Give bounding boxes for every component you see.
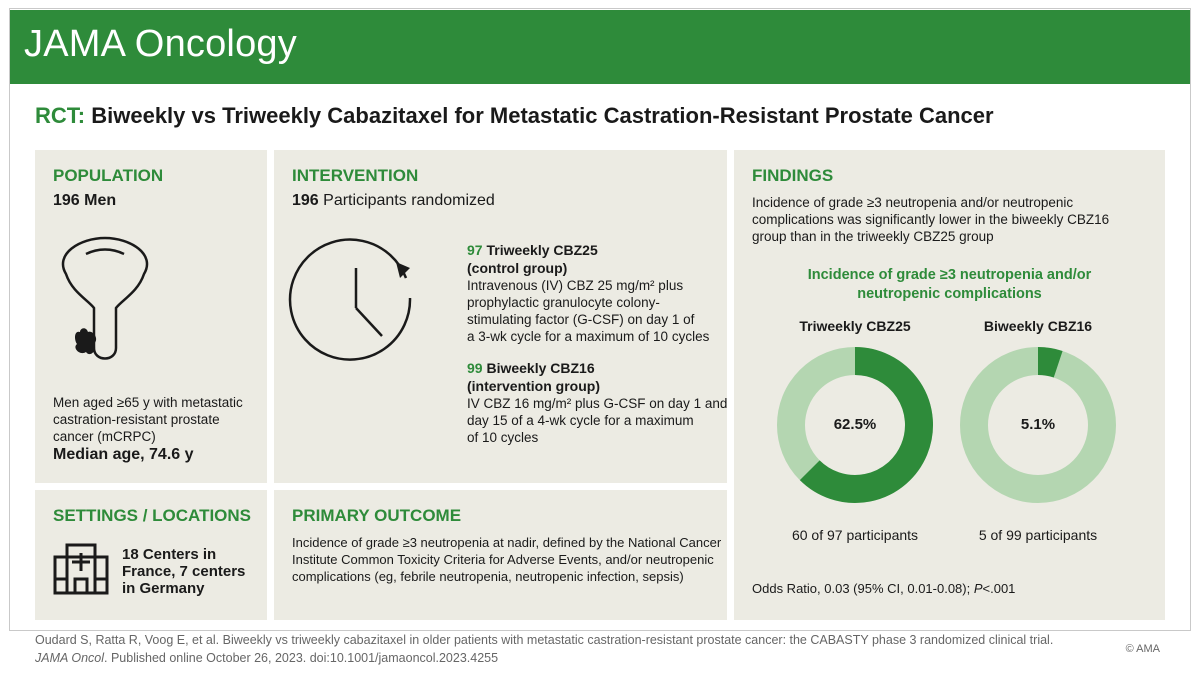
infographic-frame — [9, 8, 1191, 631]
settings-panel — [35, 490, 267, 620]
donut-2-value-label: 5.1% — [1020, 416, 1056, 433]
journal-title: JAMA Oncology — [24, 23, 297, 65]
citation-line-2: JAMA Oncol. Published online October 26,… — [35, 651, 499, 665]
findings-summary: Incidence of grade ≥3 neutropenia and/or… — [752, 195, 1110, 244]
group1-sub: (control group) — [467, 260, 568, 276]
intervention-panel — [274, 150, 727, 483]
hospital-icon — [53, 543, 109, 595]
donut-2-name: Biweekly CBZ16 — [983, 318, 1093, 334]
journal-header: JAMA Oncology — [10, 10, 1190, 84]
population-panel — [35, 150, 267, 483]
population-heading: POPULATION — [53, 166, 164, 185]
prostate-icon — [61, 236, 149, 360]
donut-chart-biweekly — [960, 347, 1116, 503]
citation-line-1: Oudard S, Ratta R, Voog E, et al. Biweek… — [35, 633, 1054, 647]
outcome-description: Incidence of grade ≥3 neutropenia at nad… — [292, 535, 722, 584]
donut-1-name: Triweekly CBZ25 — [799, 318, 911, 334]
findings-heading: FINDINGS — [752, 166, 834, 185]
group1-description: Intravenous (IV) CBZ 25 mg/m² plus proph… — [467, 278, 710, 344]
outcome-heading: PRIMARY OUTCOME — [292, 506, 462, 525]
group1-count: 97 — [467, 242, 483, 258]
donut-chart-triweekly — [777, 347, 933, 503]
page-title: RCT: Biweekly vs Triweekly Cabazitaxel f… — [35, 103, 994, 129]
title-text: Biweekly vs Triweekly Cabazitaxel for Me… — [91, 103, 994, 128]
donut-value-slice — [799, 347, 933, 503]
donut-1-value-label: 62.5% — [833, 416, 877, 433]
donut-2-caption: 5 of 99 participants — [978, 527, 1098, 543]
group2-sub: (intervention group) — [467, 378, 600, 394]
population-description: Men aged ≥65 y with metastatic castratio… — [53, 395, 243, 444]
donut-1-caption: 60 of 97 participants — [791, 527, 919, 543]
group2-count: 99 — [467, 360, 483, 376]
group2-description: IV CBZ 16 mg/m² plus G-CSF on day 1 and … — [467, 396, 728, 445]
randomized-label: Participants randomized — [323, 192, 495, 209]
intervention-heading: INTERVENTION — [292, 166, 419, 185]
clock-icon — [288, 238, 412, 361]
group2-name: 99 Biweekly CBZ16 — [467, 360, 595, 376]
copyright: © AMA — [1125, 643, 1160, 655]
group1-name: 97 Triweekly CBZ25 — [467, 242, 598, 258]
population-count: 196 Men — [53, 192, 117, 209]
population-median-age: Median age, 74.6 y — [53, 446, 194, 463]
title-prefix: RCT: — [35, 103, 86, 128]
randomized-count: 196 — [292, 192, 319, 209]
donut-value-slice — [1037, 347, 1063, 378]
settings-heading: SETTINGS / LOCATIONS — [53, 506, 252, 525]
outcome-panel — [274, 490, 727, 620]
odds-ratio: Odds Ratio, 0.03 (95% CI, 0.01-0.08); P<… — [752, 581, 1016, 596]
intervention-randomized: 196 Participants randomized — [292, 192, 495, 210]
settings-locations: 18 Centers in France, 7 centers in Germa… — [122, 546, 246, 597]
chart-title: Incidence of grade ≥3 neutropenia and/or… — [807, 267, 1092, 302]
